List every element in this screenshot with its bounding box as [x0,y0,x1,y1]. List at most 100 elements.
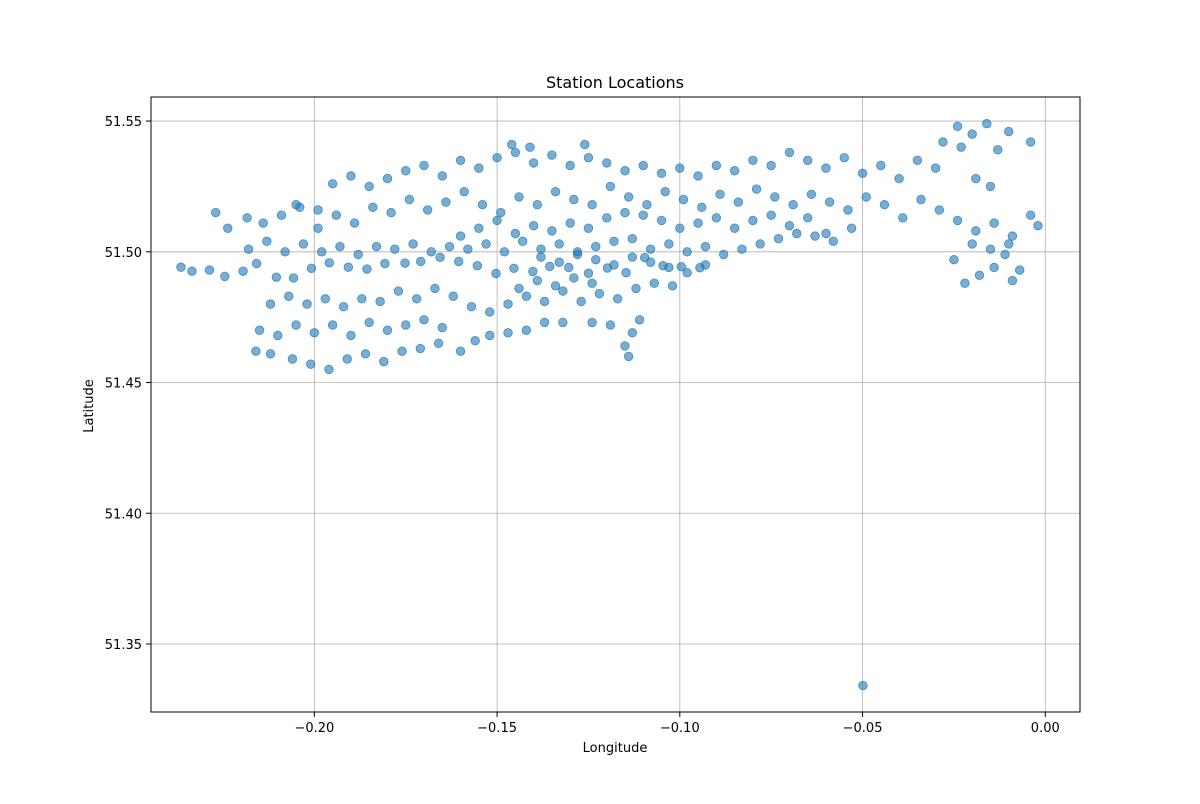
station-point [591,254,601,265]
station-point [985,244,996,254]
station-point [382,325,393,335]
chart-title: Station Locations [546,73,684,92]
station-point [554,257,564,267]
station-point [583,268,594,278]
station-point [455,231,466,241]
station-point [320,294,331,304]
station-point [313,205,323,215]
station-point [587,278,597,288]
station-point [594,288,605,299]
station-point [711,160,722,171]
station-point [455,346,466,356]
station-point [380,258,390,269]
station-point [525,142,535,152]
station-point [989,262,999,273]
station-point [474,163,484,173]
station-point [748,215,758,226]
station-point [623,192,634,202]
station-point [477,200,488,210]
y-tick-label: 51.50 [105,246,142,261]
station-point [952,121,963,131]
station-point [528,158,539,168]
station-point [956,142,966,152]
station-point [934,205,945,215]
station-point [528,266,538,277]
station-point [634,315,645,325]
station-point [587,317,597,328]
station-point [496,207,506,218]
station-point [612,294,623,304]
station-point [770,192,780,202]
station-point [623,351,634,362]
station-point [693,218,703,228]
station-point [569,194,579,205]
station-point [492,215,502,226]
station-point [660,186,670,197]
station-point [368,202,378,213]
station-point [821,228,831,239]
station-point [967,239,977,249]
station-point [642,200,652,210]
station-point [298,239,309,249]
station-point [521,325,532,335]
station-point [433,338,444,349]
station-point [1025,210,1036,220]
station-point [327,320,338,330]
station-point [510,147,521,158]
station-point [974,270,985,281]
station-point [463,244,473,254]
station-point [408,239,418,249]
station-point [371,241,382,252]
station-point [620,341,630,351]
data-points [176,118,1043,691]
station-point [605,320,616,330]
station-point [810,231,820,241]
station-point [554,239,564,249]
station-point [550,186,561,197]
station-point [382,173,393,184]
station-point [459,186,469,197]
station-point [656,215,667,226]
station-point [700,260,711,270]
station-point [649,278,659,288]
station-point [784,147,795,158]
station-point [627,234,638,244]
station-point [521,291,532,301]
station-point [711,213,722,223]
station-point [220,271,230,282]
station-point [401,166,411,176]
station-point [682,268,692,278]
station-point [733,197,743,207]
station-point [454,256,464,267]
y-tick-label: 51.35 [105,638,142,653]
station-point [415,343,426,354]
station-point [309,328,320,338]
station-point [401,320,411,330]
station-point [280,247,290,257]
station-point [539,317,550,328]
station-point [645,257,656,267]
station-point [545,261,555,272]
station-point [265,299,276,309]
station-point [1015,265,1025,275]
station-point [569,273,579,283]
station-point [404,194,415,205]
station-point [638,210,648,220]
station-point [419,160,429,171]
station-point [492,152,502,163]
station-point [455,155,466,165]
station-point [861,192,871,202]
station-point [242,213,252,223]
station-point [700,241,711,252]
station-point [243,244,254,254]
x-tick-label: 0.00 [1031,721,1060,736]
station-point [532,200,542,210]
station-point [678,194,689,205]
station-point [587,200,597,210]
station-point [602,213,612,223]
station-point [316,247,327,257]
x-tick-label: −0.10 [660,721,700,736]
station-point [400,258,410,268]
station-point [306,263,317,273]
